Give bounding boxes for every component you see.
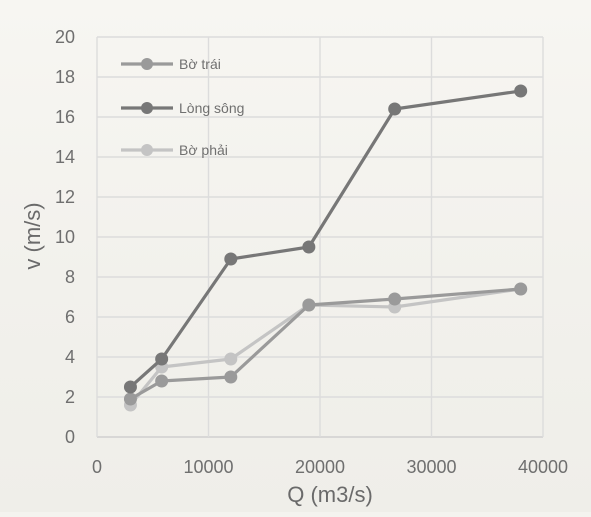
legend-swatch-marker	[141, 102, 153, 114]
grid-lines	[96, 36, 544, 438]
data-point	[514, 282, 528, 296]
data-point	[302, 240, 316, 254]
series-2	[123, 84, 528, 394]
series-3	[123, 282, 528, 412]
legend-swatch-marker	[141, 144, 153, 156]
series-line	[128, 89, 523, 389]
x-tick-label: 10000	[183, 457, 233, 477]
series-line	[128, 287, 523, 407]
x-axis-title: Q (m3/s)	[287, 482, 373, 507]
x-tick-label: 30000	[406, 457, 456, 477]
data-point	[388, 102, 402, 116]
data-point	[388, 292, 402, 306]
y-axis-title: v (m/s)	[20, 202, 45, 269]
legend-swatch-marker	[141, 58, 153, 70]
legend: Bờ trái Lòng sông Bờ phải	[121, 56, 244, 158]
x-tick-label: 0	[92, 457, 102, 477]
x-tick-label: 20000	[295, 457, 345, 477]
y-tick-label: 20	[55, 27, 75, 47]
data-point	[155, 352, 169, 366]
y-tick-label: 8	[65, 267, 75, 287]
series-1	[123, 282, 528, 406]
y-tick-label: 10	[55, 227, 75, 247]
y-tick-label: 18	[55, 67, 75, 87]
data-point	[155, 374, 169, 388]
legend-label: Lòng sông	[179, 100, 244, 116]
y-tick-label: 2	[65, 387, 75, 407]
data-point	[224, 352, 238, 366]
series-layer	[123, 84, 528, 412]
y-tick-label: 16	[55, 107, 75, 127]
data-point	[123, 380, 137, 394]
data-point	[302, 298, 316, 312]
y-tick-label: 14	[55, 147, 75, 167]
legend-label: Bờ trái	[179, 56, 221, 72]
x-axis-ticks: 0 10000 20000 30000 40000	[92, 457, 568, 477]
data-point	[123, 392, 137, 406]
y-tick-label: 4	[65, 347, 75, 367]
data-point	[224, 370, 238, 384]
legend-item: Lòng sông	[121, 100, 244, 116]
legend-item: Bờ phải	[121, 142, 228, 158]
y-tick-label: 6	[65, 307, 75, 327]
y-tick-label: 0	[65, 427, 75, 447]
y-tick-label: 12	[55, 187, 75, 207]
data-point	[514, 84, 528, 98]
y-axis-ticks: 0 2 4 6 8 10 12 14 16 18 20	[55, 27, 75, 447]
legend-item: Bờ trái	[121, 56, 221, 72]
legend-label: Bờ phải	[179, 142, 228, 158]
data-point	[224, 252, 238, 266]
x-tick-label: 40000	[518, 457, 568, 477]
